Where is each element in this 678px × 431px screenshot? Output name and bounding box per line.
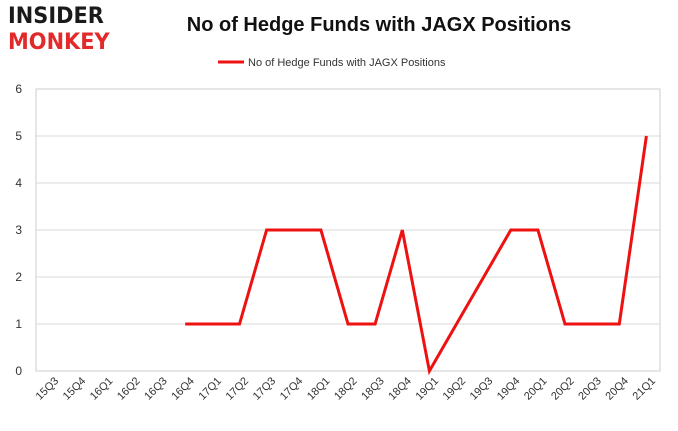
insider-monkey-logo: INSIDER MONKEY bbox=[8, 4, 128, 58]
x-tick-label: 19Q3 bbox=[468, 375, 496, 403]
x-tick-label: 21Q1 bbox=[631, 375, 659, 403]
x-tick-label: 19Q1 bbox=[414, 375, 442, 403]
y-tick-label: 6 bbox=[15, 82, 22, 96]
x-tick-label: 17Q1 bbox=[196, 375, 224, 403]
y-tick-label: 1 bbox=[15, 317, 22, 331]
x-tick-label: 20Q2 bbox=[549, 375, 577, 403]
x-tick-label: 19Q2 bbox=[441, 375, 469, 403]
series-line bbox=[185, 135, 648, 376]
x-tick-label: 17Q2 bbox=[224, 375, 252, 403]
x-tick-label: 16Q3 bbox=[142, 375, 170, 403]
x-tick-label: 18Q4 bbox=[386, 375, 414, 403]
x-tick-label: 17Q4 bbox=[278, 375, 306, 403]
chart-title: No of Hedge Funds with JAGX Positions bbox=[186, 14, 572, 36]
x-tick-label: 16Q4 bbox=[169, 375, 197, 403]
y-tick-label: 3 bbox=[15, 223, 22, 237]
legend-label: No of Hedge Funds with JAGX Positions bbox=[248, 57, 446, 69]
x-tick-label: 19Q4 bbox=[495, 375, 523, 403]
x-tick-label: 16Q2 bbox=[115, 375, 143, 403]
x-tick-label: 16Q1 bbox=[88, 375, 116, 403]
x-tick-label: 20Q1 bbox=[522, 375, 550, 403]
x-tick-label: 20Q4 bbox=[603, 375, 631, 403]
x-tick-label: 20Q3 bbox=[576, 375, 604, 403]
x-tick-label: 15Q3 bbox=[34, 375, 62, 403]
logo-line2: MONKEY bbox=[8, 30, 110, 55]
x-tick-label: 17Q3 bbox=[251, 375, 279, 403]
y-tick-label: 2 bbox=[15, 270, 22, 284]
logo-line1: INSIDER bbox=[8, 4, 104, 29]
x-tick-label: 18Q1 bbox=[305, 375, 333, 403]
y-tick-label: 5 bbox=[15, 129, 22, 143]
x-tick-label: 18Q2 bbox=[332, 375, 360, 403]
y-tick-label: 4 bbox=[15, 176, 22, 190]
y-tick-label: 0 bbox=[15, 364, 22, 378]
x-tick-label: 15Q4 bbox=[61, 375, 89, 403]
x-tick-label: 18Q3 bbox=[359, 375, 387, 403]
